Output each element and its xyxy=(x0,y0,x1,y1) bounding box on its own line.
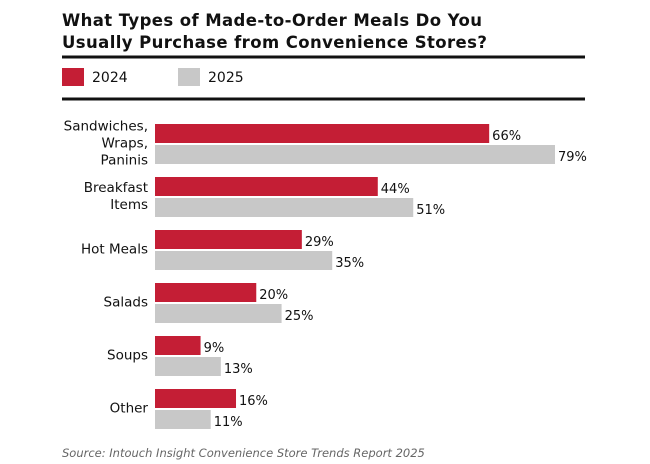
value-label: 29% xyxy=(305,235,334,250)
legend-label: 2024 xyxy=(92,70,128,86)
category-label: Sandwiches, Wraps, Paninis xyxy=(63,118,148,169)
value-label: 44% xyxy=(381,182,410,197)
bar xyxy=(155,230,302,249)
value-label: 11% xyxy=(214,415,243,430)
value-label: 51% xyxy=(416,203,445,218)
bar xyxy=(155,389,237,408)
bar xyxy=(155,336,201,355)
bar xyxy=(155,198,414,217)
category-label: Breakfast Items xyxy=(83,180,148,213)
chart-title: What Types of Made-to-Order Meals Do You… xyxy=(62,11,488,52)
bar xyxy=(155,124,490,143)
bar xyxy=(155,304,282,323)
category-label: Salads xyxy=(103,294,148,311)
legend-label: 2025 xyxy=(208,70,244,86)
value-label: 16% xyxy=(239,394,268,409)
value-label: 9% xyxy=(204,341,225,356)
value-label: 13% xyxy=(224,362,253,377)
bar xyxy=(155,251,333,270)
category-label: Hot Meals xyxy=(80,241,148,258)
value-label: 20% xyxy=(259,288,288,303)
value-label: 25% xyxy=(285,309,314,324)
legend-swatch xyxy=(62,68,84,86)
bar xyxy=(155,177,378,196)
bar xyxy=(155,145,555,164)
bar xyxy=(155,283,257,302)
value-label: 35% xyxy=(335,256,364,271)
category-label: Soups xyxy=(107,347,148,364)
bar xyxy=(155,357,221,376)
value-label: 79% xyxy=(558,150,587,165)
source-note: Source: Intouch Insight Convenience Stor… xyxy=(62,446,425,460)
value-label: 66% xyxy=(492,129,521,144)
legend-swatch xyxy=(178,68,200,86)
bar xyxy=(155,410,211,429)
category-label: Other xyxy=(109,400,148,417)
